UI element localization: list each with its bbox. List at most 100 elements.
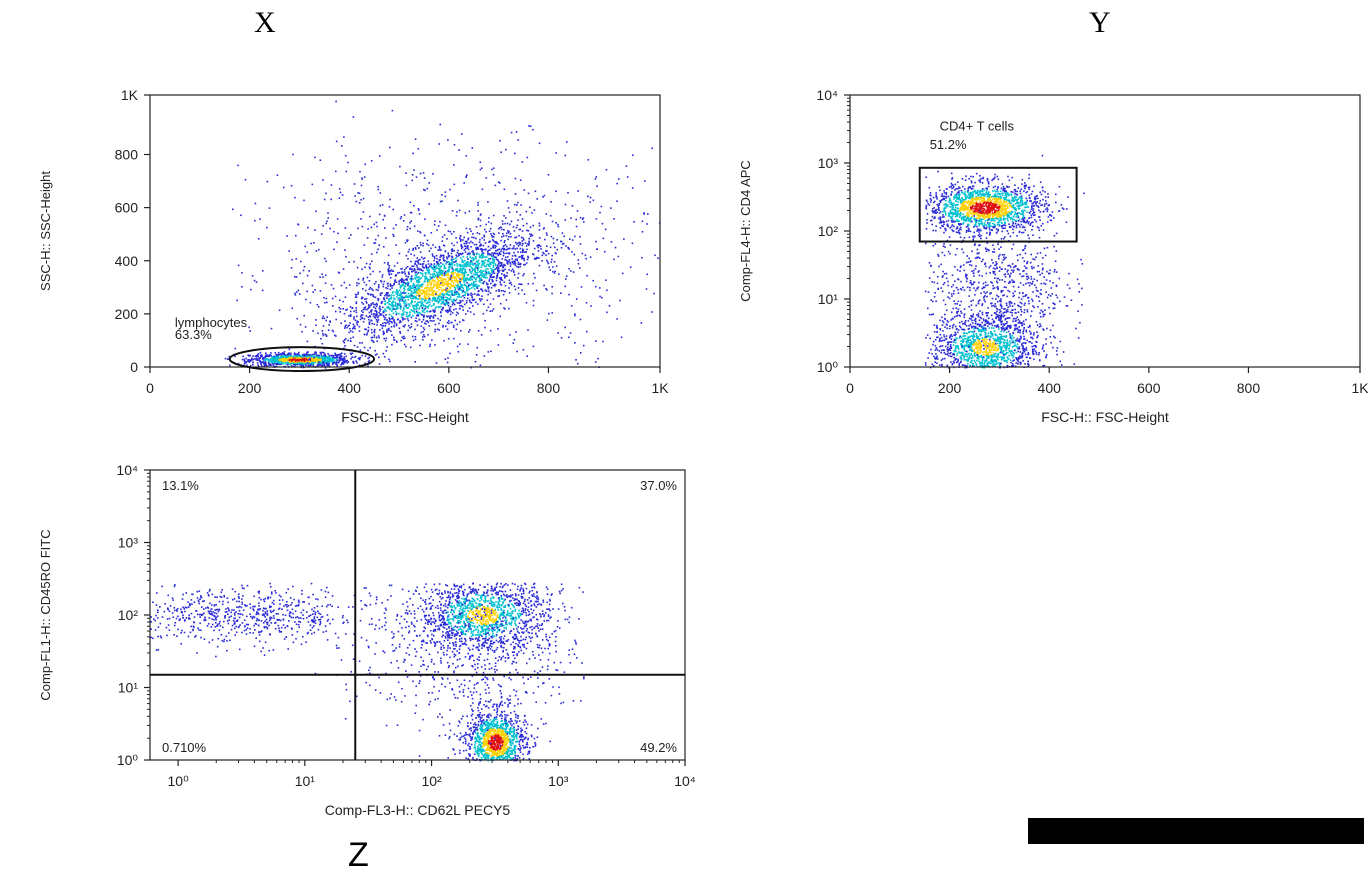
event-dot <box>632 243 634 245</box>
event-dot <box>498 295 500 297</box>
event-dot <box>1042 199 1044 201</box>
event-dot <box>438 289 440 291</box>
event-dot <box>447 274 449 276</box>
event-dot <box>400 308 402 310</box>
event-dot <box>327 353 329 355</box>
event-dot <box>384 356 386 358</box>
event-dot <box>402 292 404 294</box>
event-dot <box>385 340 387 342</box>
event-dot <box>288 356 290 358</box>
event-dot <box>294 364 296 366</box>
event-dot <box>259 359 261 361</box>
event-dot <box>548 267 550 269</box>
event-dot <box>353 311 355 313</box>
event-dot <box>364 244 366 246</box>
event-dot <box>282 362 284 364</box>
event-dot <box>281 363 283 365</box>
event-dot <box>411 269 413 271</box>
event-dot <box>297 318 299 320</box>
event-dot <box>315 324 317 326</box>
event-dot <box>524 260 526 262</box>
event-dot <box>575 219 577 221</box>
event-dot <box>523 349 525 351</box>
event-dot <box>456 275 458 277</box>
event-dot <box>439 263 441 265</box>
event-dot <box>421 298 423 300</box>
event-dot <box>472 269 474 271</box>
event-dot <box>468 249 470 251</box>
event-dot <box>346 171 348 173</box>
event-dot <box>319 359 321 361</box>
event-dot <box>448 294 450 296</box>
event-dot <box>539 237 541 239</box>
event-dot <box>426 292 428 294</box>
event-dot <box>429 280 431 282</box>
event-dot <box>380 314 382 316</box>
event-dot <box>977 190 979 192</box>
event-dot <box>476 284 478 286</box>
event-dot <box>478 218 480 220</box>
event-dot <box>359 342 361 344</box>
event-dot <box>403 220 405 222</box>
event-dot <box>413 340 415 342</box>
event-dot <box>595 340 597 342</box>
event-dot <box>505 253 507 255</box>
event-dot <box>398 283 400 285</box>
event-dot <box>400 321 402 323</box>
event-dot <box>359 357 361 359</box>
event-dot <box>461 133 463 135</box>
event-dot <box>247 354 249 356</box>
event-dot <box>396 293 398 295</box>
event-dot <box>293 356 295 358</box>
event-dot <box>538 244 540 246</box>
event-dot <box>394 308 396 310</box>
event-dot <box>379 214 381 216</box>
event-dot <box>516 266 518 268</box>
event-dot <box>443 299 445 301</box>
event-dot <box>372 271 374 273</box>
event-dot <box>1012 229 1014 231</box>
event-dot <box>562 243 564 245</box>
event-dot <box>434 311 436 313</box>
event-dot <box>493 308 495 310</box>
event-dot <box>445 267 447 269</box>
event-dot <box>400 268 402 270</box>
event-dot <box>269 207 271 209</box>
event-dot <box>522 257 524 259</box>
event-dot <box>461 248 463 250</box>
event-dot <box>382 327 384 329</box>
event-dot <box>350 315 352 317</box>
event-dot <box>288 250 290 252</box>
event-dot <box>324 360 326 362</box>
event-dot <box>322 225 324 227</box>
event-dot <box>416 276 418 278</box>
event-dot <box>451 280 453 282</box>
event-dot <box>471 279 473 281</box>
event-dot <box>565 278 567 280</box>
event-dot <box>390 289 392 291</box>
event-dot <box>472 294 474 296</box>
event-dot <box>415 272 417 274</box>
event-dot <box>463 237 465 239</box>
event-dot <box>370 294 372 296</box>
event-dot <box>477 347 479 349</box>
event-dot <box>349 322 351 324</box>
event-dot <box>522 243 524 245</box>
event-dot <box>412 180 414 182</box>
event-dot <box>414 269 416 271</box>
event-dot <box>378 335 380 337</box>
event-dot <box>597 358 599 360</box>
event-dot <box>355 356 357 358</box>
event-dot <box>415 138 417 140</box>
event-dot <box>271 328 273 330</box>
event-dot <box>495 185 497 187</box>
event-dot <box>423 319 425 321</box>
event-dot <box>430 278 432 280</box>
event-dot <box>467 293 469 295</box>
event-dot <box>415 274 417 276</box>
event-dot <box>410 220 412 222</box>
event-dot <box>337 233 339 235</box>
event-dot <box>1047 196 1049 198</box>
event-dot <box>396 307 398 309</box>
event-dot <box>397 305 399 307</box>
